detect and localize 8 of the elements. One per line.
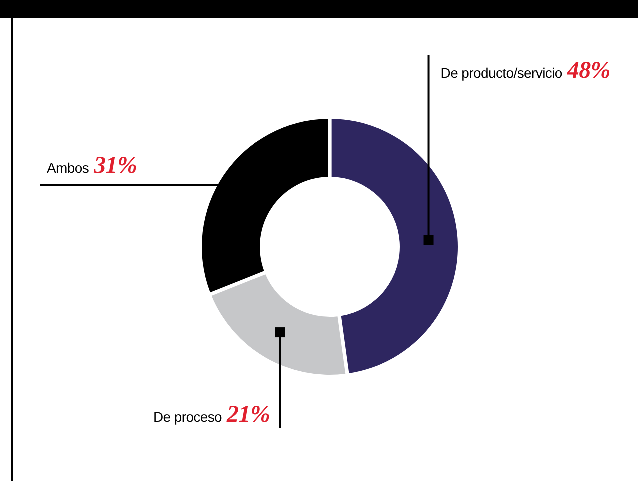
slice-label: De proceso (153, 409, 223, 425)
donut-slice (212, 274, 346, 375)
data-label: 21% (226, 402, 270, 428)
slice-label: Ambos (47, 160, 90, 176)
slice-label: De producto/servicio (440, 65, 563, 81)
donut-slice (332, 119, 458, 374)
data-label: 31% (93, 153, 138, 179)
data-label: 48% (566, 58, 610, 84)
